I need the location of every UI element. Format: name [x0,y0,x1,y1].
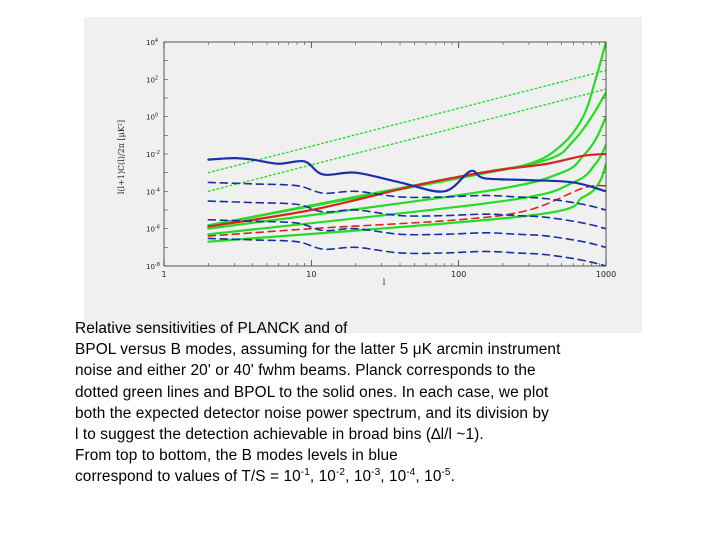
x-tick-label: 10 [306,270,316,279]
series-line-7 [207,162,606,243]
caption-line-8-part-a: correspond to values of T/S = 10 [75,468,301,486]
mu-symbol: μ [412,341,422,359]
caption-line-2: BPOL versus B modes, assuming for the la… [75,339,675,360]
figure-panel: 1 10 100 1000 10-8 10-6 10-4 10-2 100 102 104 l l(… [84,17,642,333]
series-line-10 [207,157,606,193]
caption-line-2-part-b: K arcmin instrument [421,341,561,359]
series-line-6 [207,143,606,236]
series-line-9 [207,184,606,237]
y-tick-label: 10-2 [146,150,160,159]
caption-line-4: dotted green lines and BPOL to the solid… [75,383,549,401]
exponent-5: -5 [441,467,451,479]
exponent-4: -4 [406,467,416,479]
y-tick-exponent: 0 [155,113,158,119]
exponent-1: -1 [300,467,310,479]
series-line-3 [207,42,606,227]
sensitivity-chart: 1 10 100 1000 10-8 10-6 10-4 10-2 100 102 104 l l(… [117,38,616,287]
y-tick-label: 100 [146,113,158,122]
series-line-2 [207,88,606,193]
y-axis-label: l(l+1)C(l)/2π [μK²] [117,120,126,194]
series-line-14 [207,237,606,266]
caption-line-1: Relative sensitivities of PLANCK and of [75,320,348,337]
y-tick-exponent: 4 [155,38,158,44]
y-tick-exponent: -4 [155,187,160,193]
y-tick-exponent: -8 [155,262,160,268]
caption-line-7: From top to bottom, the B modes levels i… [75,447,398,465]
exponent-3: -3 [371,467,381,479]
series-layer [207,42,606,266]
series-line-11 [207,181,606,211]
caption-end: . [450,468,455,486]
x-tick-label: 1 [161,270,166,279]
x-axis-label: l [383,278,386,287]
separator-4: , 10 [415,468,442,486]
caption-line-6: l to suggest the detection achievable in… [75,426,484,444]
y-tick-exponent: -2 [155,150,160,156]
exponent-2: -2 [335,467,346,479]
y-tick-exponent: -6 [155,225,160,231]
y-tick-exponent: 2 [155,75,158,81]
series-line-1 [207,69,606,174]
y-tick-label: 104 [146,38,158,47]
tick-layer: 1 10 100 1000 10-8 10-6 10-4 10-2 100 102 104 [146,38,616,279]
caption-line-8: correspond to values of T/S = 10-1, 10-2… [75,466,675,487]
y-tick-label: 102 [146,75,158,84]
x-tick-label: 1000 [596,270,616,279]
y-tick-label: 10-8 [146,262,160,271]
separator-2: , 10 [345,468,372,486]
figure-caption: Relative sensitivities of PLANCK and of … [75,318,675,488]
y-tick-label: 10-6 [146,225,160,234]
series-group [207,42,606,266]
x-tick-label: 100 [451,270,466,279]
caption-line-3: noise and either 20' or 40' fwhm beams. … [75,362,536,380]
series-line-4 [207,91,606,227]
caption-line-2-part-a: BPOL versus B modes, assuming for the la… [75,341,413,359]
y-tick-label: 10-4 [146,187,160,196]
series-line-8 [207,152,606,228]
series-line-13 [207,218,606,249]
caption-line-5: both the expected detector noise power s… [75,404,549,422]
separator-1: , 10 [309,468,336,486]
separator-3: , 10 [380,468,407,486]
series-line-12 [207,200,606,230]
